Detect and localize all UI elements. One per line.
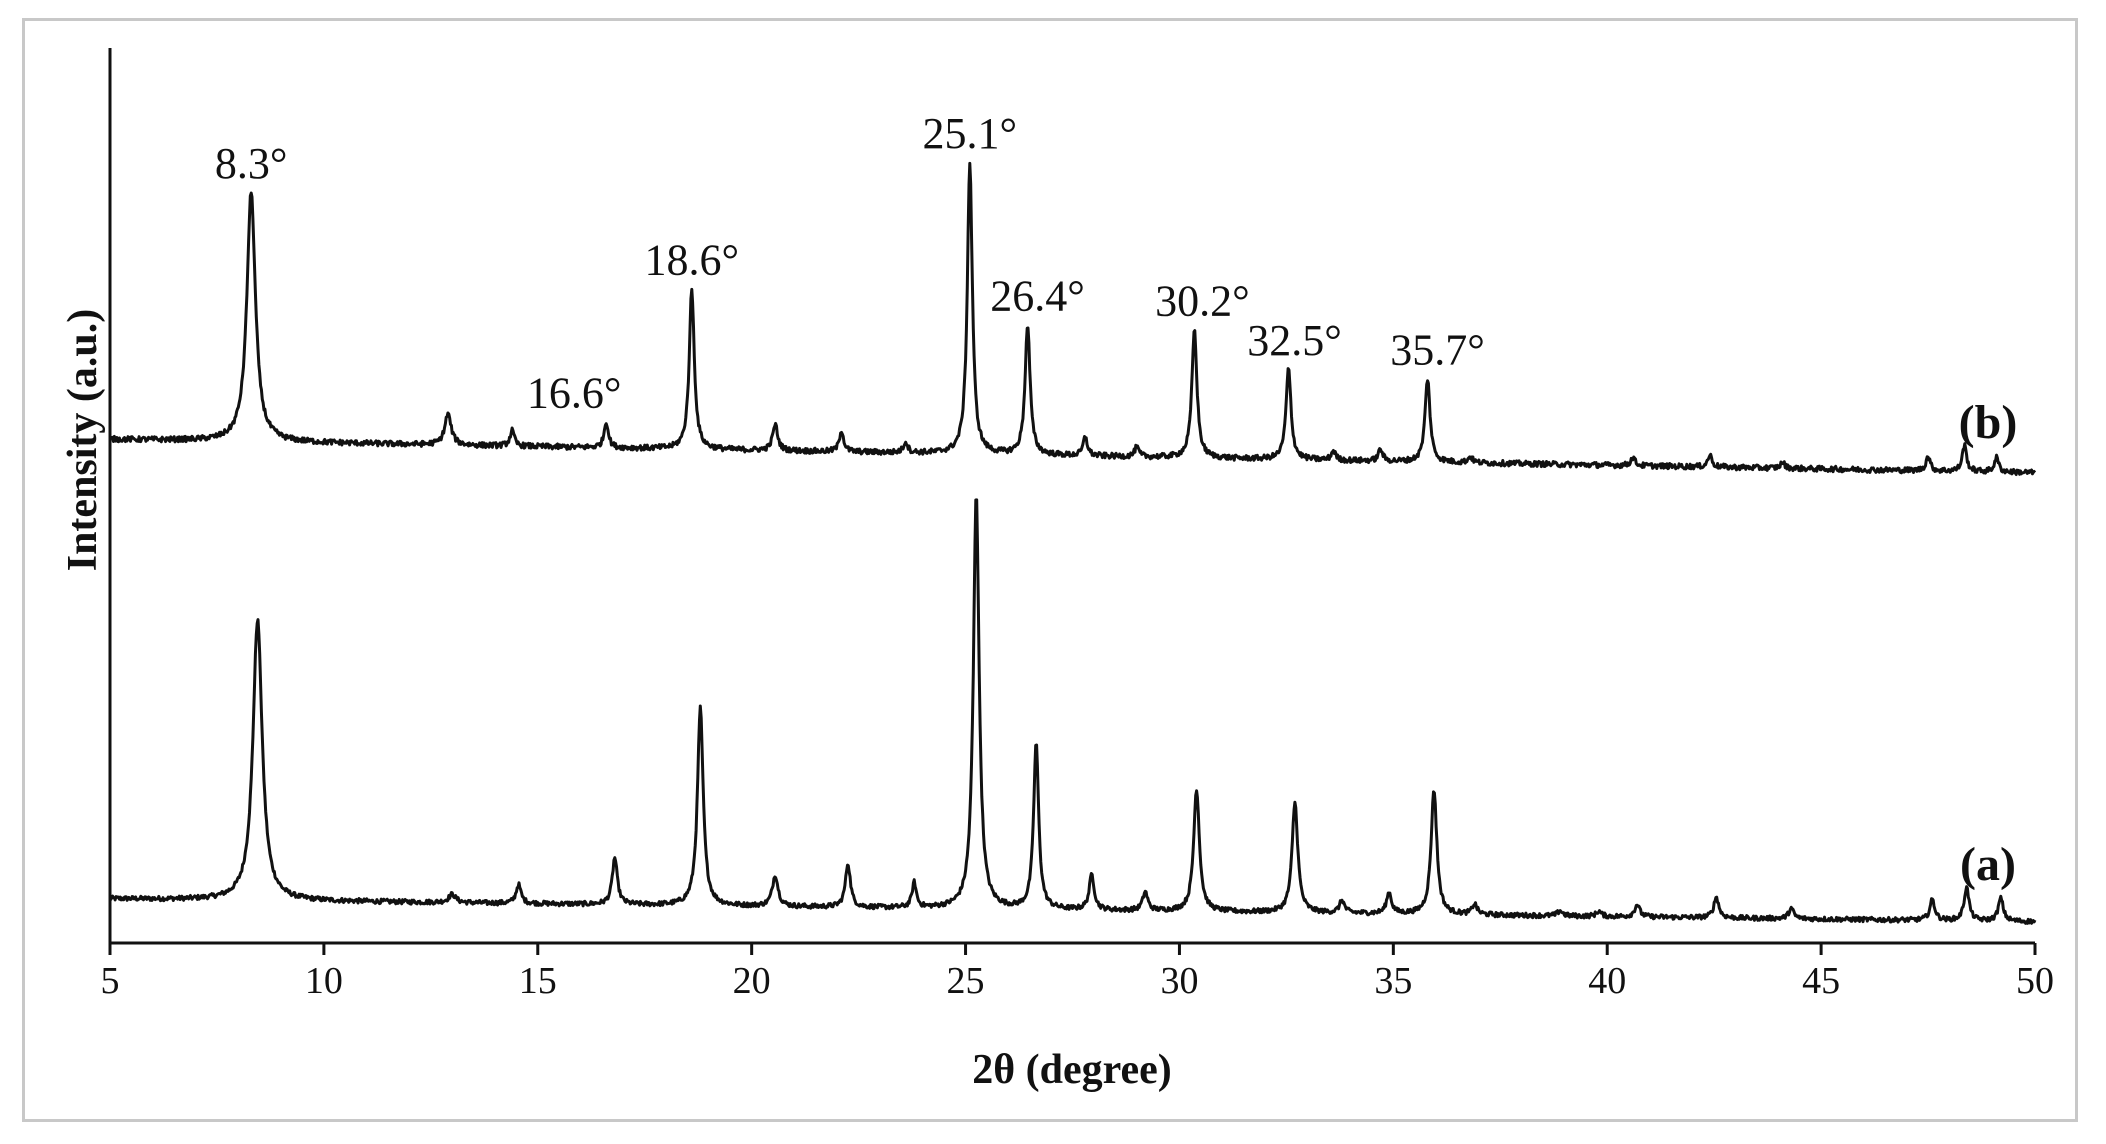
peak-label: 16.6° <box>527 368 622 417</box>
x-tick-label: 50 <box>2016 960 2054 1002</box>
series-label-b: (b) <box>1959 396 2018 449</box>
series-trace-b <box>109 161 2037 476</box>
series-trace-a <box>108 498 2037 925</box>
x-tick-label: 45 <box>1802 960 1840 1002</box>
peak-label: 18.6° <box>644 236 739 285</box>
peak-label: 25.1° <box>923 109 1018 158</box>
axes <box>108 48 2035 945</box>
y-axis-title: Intensity (a.u.) <box>60 309 106 572</box>
traces <box>108 161 2037 925</box>
peak-annotations: 8.3° 16.6° 18.6° 25.1° 26.4° 30.2°32.5° 35.7° <box>215 109 1485 417</box>
x-ticks: 5 10 15 20 25 30 35 40 45 50 <box>101 943 2054 1002</box>
figure-frame <box>22 18 2078 1122</box>
peak-label: 35.7° <box>1390 326 1485 375</box>
x-tick-label: 10 <box>305 960 343 1002</box>
x-axis-title: 2θ (degree) <box>972 1047 1172 1093</box>
x-tick-label: 40 <box>1588 960 1626 1002</box>
x-tick-label: 15 <box>519 960 557 1002</box>
series-label-a: (a) <box>1960 838 2016 891</box>
peak-label: 8.3° <box>215 139 288 188</box>
x-tick-label: 5 <box>101 960 120 1002</box>
peak-label: 30.2° <box>1155 276 1250 325</box>
peak-label: 26.4° <box>990 272 1085 321</box>
peak-label: 32.5° <box>1247 316 1342 365</box>
x-tick-label: 25 <box>947 960 985 1002</box>
series-labels: (a) (b) <box>1959 396 2018 891</box>
x-tick-label: 20 <box>733 960 771 1002</box>
x-tick-label: 35 <box>1374 960 1412 1002</box>
x-tick-label: 30 <box>1160 960 1198 1002</box>
